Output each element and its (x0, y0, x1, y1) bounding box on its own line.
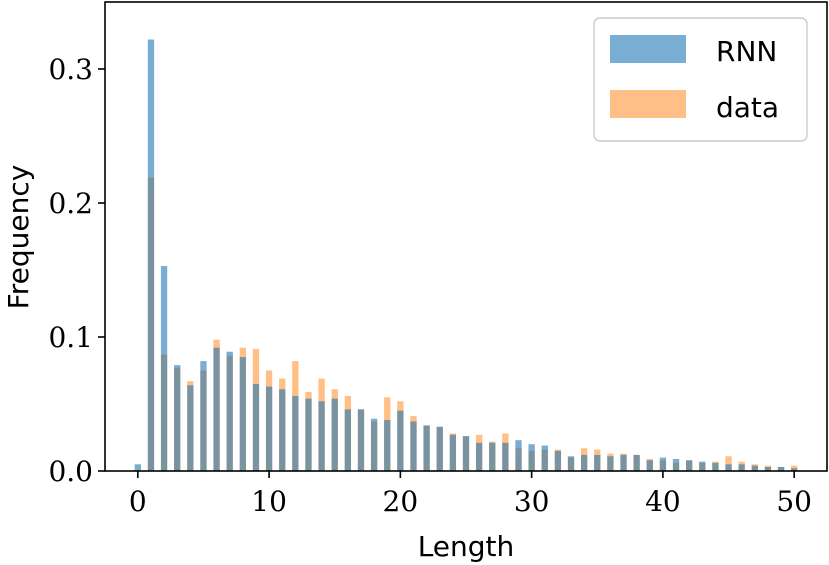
rnn-bar (738, 464, 745, 471)
x-axis-title: Length (418, 530, 515, 563)
legend-label-rnn: RNN (716, 35, 777, 68)
rnn-bar (423, 425, 430, 471)
y-tick-label: 0.0 (48, 455, 93, 488)
rnn-bar (226, 351, 233, 471)
rnn-bar (265, 386, 273, 471)
rnn-bar (528, 444, 535, 471)
legend-swatch-data (610, 90, 686, 118)
rnn-bar (449, 434, 457, 471)
rnn-bar (134, 464, 141, 471)
rnn-bar (200, 361, 207, 471)
rnn-bar (357, 409, 365, 471)
y-axis-title: Frequency (2, 165, 35, 310)
rnn-bar (594, 454, 601, 471)
x-tick-label: 50 (776, 485, 812, 518)
y-tick-label: 0.1 (48, 321, 93, 354)
rnn-bar (659, 457, 667, 471)
rnn-bar (515, 440, 522, 471)
rnn-bar (633, 454, 640, 471)
rnn-bar (620, 454, 627, 471)
x-tick-label: 10 (251, 485, 287, 518)
rnn-bar (436, 426, 443, 471)
rnn-bar (331, 398, 338, 471)
rnn-bar (292, 395, 299, 471)
rnn-bar (147, 39, 155, 472)
legend-label-data: data (716, 91, 779, 124)
rnn-bar (160, 265, 168, 471)
plot-frame (104, 1, 828, 472)
y-tick-label: 0.2 (48, 187, 93, 220)
x-axis-ticks: 0 10 20 30 40 50 (129, 471, 812, 518)
x-tick-label: 40 (645, 485, 681, 518)
rnn-bar (187, 385, 194, 471)
rnn-bar (502, 442, 509, 471)
rnn-bar (239, 357, 246, 471)
rnn-bar (370, 418, 378, 471)
rnn-bar (252, 383, 260, 471)
rnn-bar (764, 466, 772, 471)
rnn-bar (791, 468, 798, 471)
rnn-bar (686, 460, 693, 471)
legend: RNN data (593, 17, 808, 142)
rnn-bar (213, 347, 220, 471)
rnn-bar (174, 365, 181, 471)
rnn-series-bars (134, 39, 798, 472)
rnn-bar (489, 442, 496, 471)
y-tick-label: 0.3 (48, 53, 93, 86)
rnn-bar (777, 466, 785, 471)
rnn-bar (384, 420, 391, 471)
x-tick-label: 0 (129, 485, 147, 518)
x-tick-label: 30 (514, 485, 550, 518)
rnn-bar (712, 462, 719, 471)
rnn-bar (607, 456, 614, 471)
rnn-bar (672, 458, 680, 471)
rnn-bar (410, 421, 417, 471)
rnn-bar (279, 389, 286, 471)
legend-swatch-rnn (610, 35, 686, 63)
rnn-bar (475, 442, 483, 471)
rnn-bar (397, 410, 404, 471)
rnn-bar (344, 409, 351, 471)
rnn-bar (646, 460, 653, 471)
rnn-bar (462, 436, 470, 471)
rnn-bar (699, 461, 706, 471)
rnn-bar (725, 464, 732, 471)
rnn-bar (305, 398, 312, 471)
y-axis-ticks: 0.0 0.1 0.2 0.3 (48, 53, 105, 488)
x-tick-label: 20 (383, 485, 419, 518)
rnn-bar (567, 456, 575, 471)
rnn-bar (554, 450, 562, 471)
rnn-bar (318, 401, 325, 471)
rnn-bar (541, 445, 548, 471)
rnn-bar (581, 454, 588, 471)
rnn-bar (751, 465, 758, 471)
data-bar (725, 456, 732, 471)
